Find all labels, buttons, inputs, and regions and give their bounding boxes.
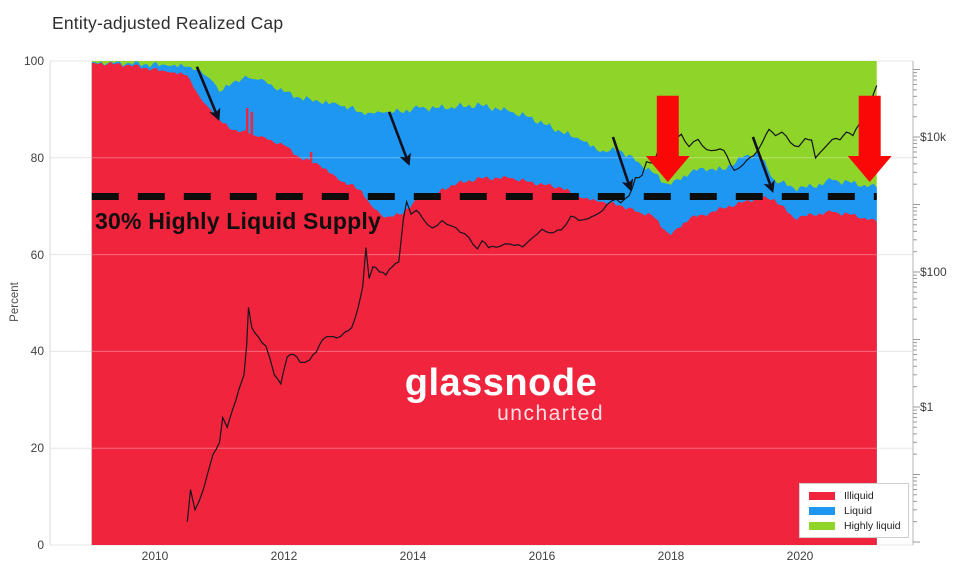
down-arrow (751, 136, 775, 194)
x-axis-tick-label: 2014 (399, 549, 427, 563)
annotation-label: 30% Highly Liquid Supply (95, 208, 381, 234)
illiquid-spike (246, 107, 249, 168)
legend-label: Liquid (844, 504, 873, 517)
legend-swatch-liquid (809, 506, 835, 515)
y-axis-tick-label: 20 (30, 441, 44, 456)
watermark-brand: glassnode (404, 362, 598, 404)
watermark: glassnode uncharted (398, 362, 604, 426)
y-axis-tick-label: 40 (30, 344, 44, 359)
price-axis-tick-label: $10k (920, 130, 947, 144)
legend-item-highly-liquid: Highly liquid (809, 518, 908, 533)
x-axis-tick-label: 2012 (270, 549, 298, 563)
legend-item-illiquid: Illiquid (809, 488, 908, 503)
down-arrow (611, 136, 634, 192)
x-axis-tick-label: 2018 (657, 549, 685, 563)
legend-swatch-highly-liquid (809, 521, 835, 530)
y-axis-tick-label: 60 (30, 247, 44, 262)
legend-swatch-illiquid (809, 491, 835, 500)
illiquid-spike (309, 152, 313, 212)
down-arrow (195, 66, 221, 121)
y-axis-tick-label: 0 (37, 538, 44, 552)
illiquid-spike (250, 111, 253, 172)
chart-title: Entity-adjusted Realized Cap (52, 13, 284, 33)
price-line (186, 85, 878, 522)
watermark-sub: uncharted (497, 401, 604, 425)
legend-item-liquid: Liquid (809, 503, 908, 518)
x-axis-tick-label: 2016 (528, 549, 556, 563)
y-axis-tick-label: 80 (30, 150, 44, 165)
red-block-arrow (645, 95, 690, 182)
down-arrow (387, 111, 411, 166)
price-axis-tick-label: $100 (920, 265, 947, 279)
red-block-arrow (847, 95, 892, 182)
x-axis-tick-label: 2020 (786, 549, 814, 563)
illiquid-area (91, 61, 877, 545)
price-axis-tick-label: $1 (920, 400, 934, 414)
legend: Illiquid Liquid Highly liquid (799, 483, 909, 538)
legend-label: Highly liquid (844, 519, 901, 532)
legend-label: Illiquid (844, 489, 874, 502)
x-axis-tick-label: 2010 (141, 549, 169, 563)
y-axis-tick-label: 100 (23, 54, 44, 68)
